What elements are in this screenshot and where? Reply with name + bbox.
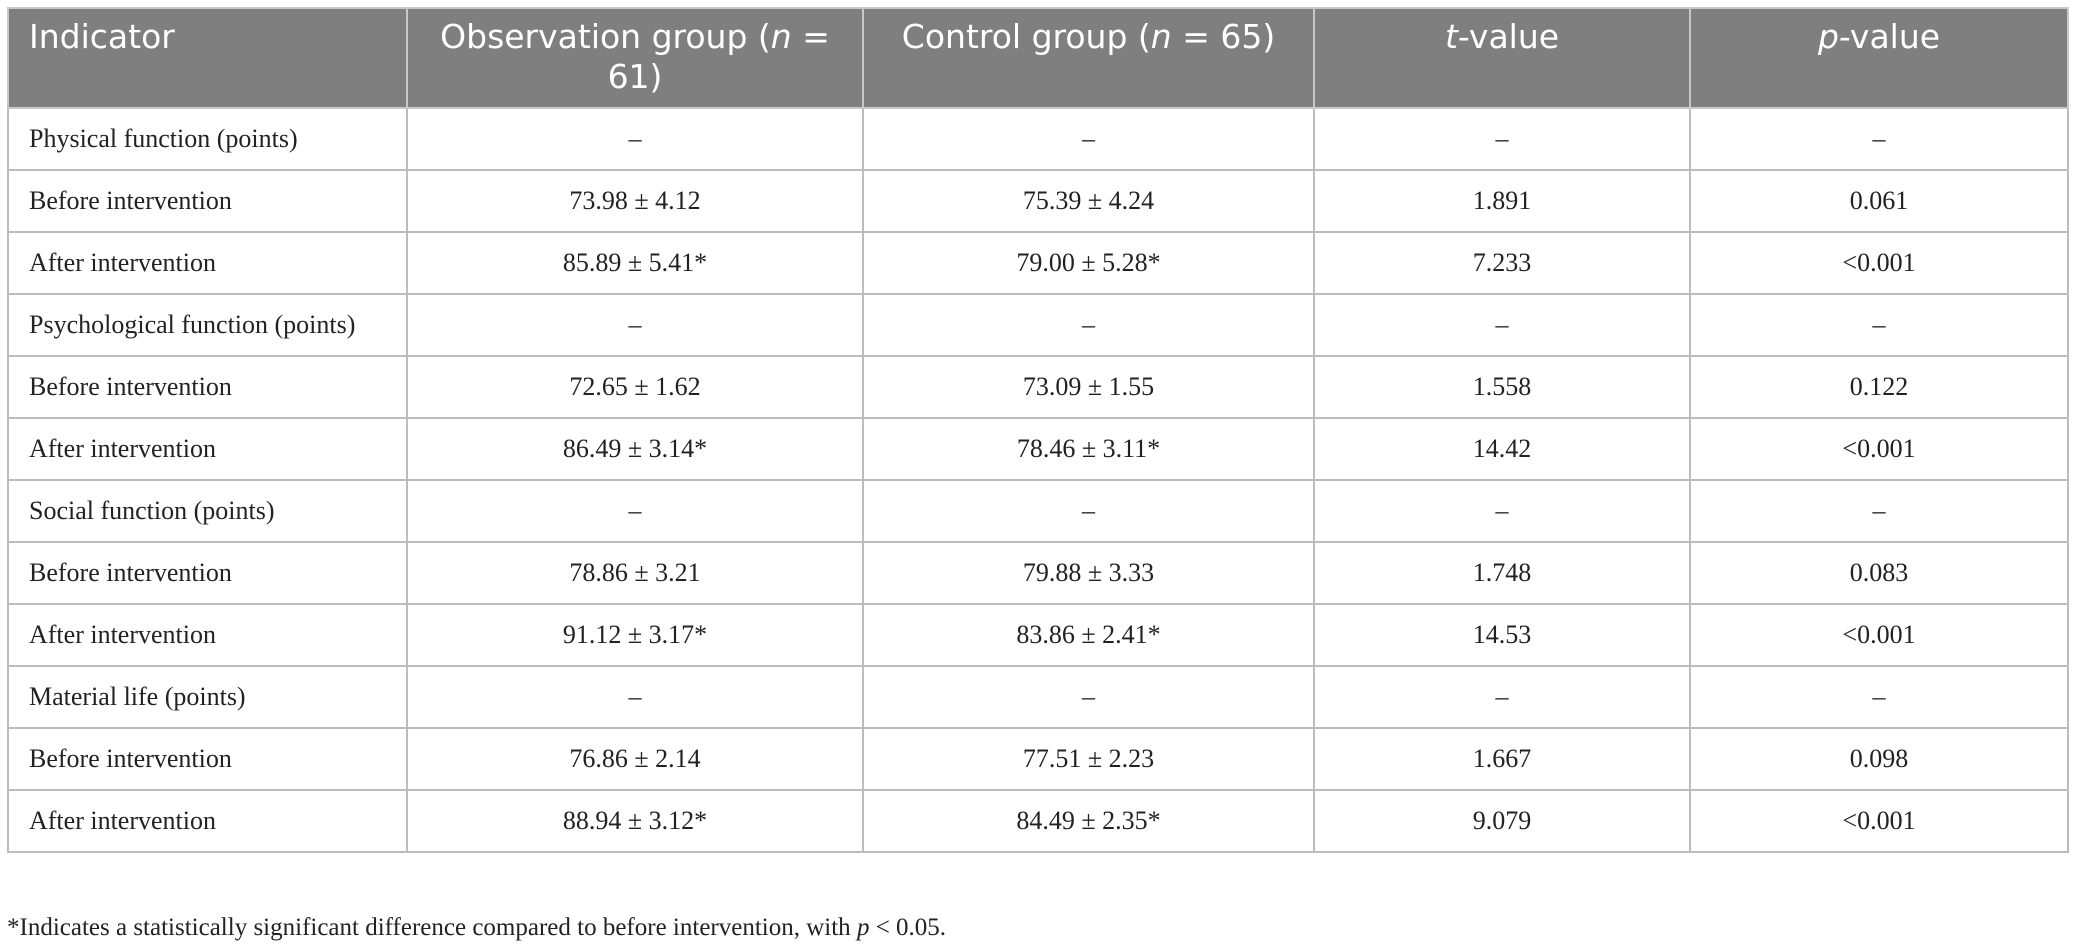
table-row: Before intervention 73.98 ± 4.12 75.39 ± 4…: [7, 169, 2069, 233]
table-cell: 78.46 ± 3.11*: [862, 417, 1315, 481]
table-cell: Material life (points): [7, 665, 408, 729]
table-row: Physical function (points) – – – –: [7, 107, 2069, 171]
text: *Indicates a statistically significant d…: [7, 914, 857, 941]
italic-text: n: [1150, 17, 1172, 56]
table-cell: 1.748: [1313, 541, 1691, 605]
header-cell: Indicator: [7, 7, 408, 109]
text: < 0.05.: [869, 914, 947, 941]
table-cell: –: [1689, 479, 2069, 543]
table-cell: –: [1313, 107, 1691, 171]
italic-text: n: [770, 17, 792, 56]
table-cell: –: [1313, 665, 1691, 729]
table-row: Before intervention 72.65 ± 1.62 73.09 ± 1…: [7, 355, 2069, 419]
table-cell: 1.667: [1313, 727, 1691, 791]
table-cell: <0.001: [1689, 417, 2069, 481]
table-row: Material life (points) – – – –: [7, 665, 2069, 729]
table-cell: 72.65 ± 1.62: [406, 355, 864, 419]
table-cell: 77.51 ± 2.23: [862, 727, 1315, 791]
table-cell: 84.49 ± 2.35*: [862, 789, 1315, 853]
data-table: Indicator Observation group (n = 61) Contr…: [7, 7, 2069, 853]
text: Observation group (: [440, 17, 771, 56]
table-cell: Before intervention: [7, 355, 408, 419]
table-row: After intervention 88.94 ± 3.12* 84.49 ± 2…: [7, 789, 2069, 853]
table-cell: –: [862, 293, 1315, 357]
table-cell: 79.00 ± 5.28*: [862, 231, 1315, 295]
table-cell: <0.001: [1689, 231, 2069, 295]
table-row: After intervention 91.12 ± 3.17* 83.86 ± 2…: [7, 603, 2069, 667]
table-cell: Before intervention: [7, 169, 408, 233]
table-cell: 86.49 ± 3.14*: [406, 417, 864, 481]
table-cell: –: [406, 479, 864, 543]
table-cell: 1.891: [1313, 169, 1691, 233]
table-cell: 14.53: [1313, 603, 1691, 667]
table-row: Before intervention 76.86 ± 2.14 77.51 ± 2…: [7, 727, 2069, 791]
header-cell: t-value: [1313, 7, 1691, 109]
text: = 61): [607, 17, 830, 96]
italic-text: p: [856, 914, 870, 941]
table-cell: –: [862, 107, 1315, 171]
header-cell: p-value: [1689, 7, 2069, 109]
table-cell: –: [406, 293, 864, 357]
table-cell: 0.122: [1689, 355, 2069, 419]
text: -value: [1457, 17, 1560, 56]
table-cell: Before intervention: [7, 541, 408, 605]
header-cell: Control group (n = 65): [862, 7, 1315, 109]
italic-text: t: [1444, 17, 1458, 56]
table-body: Physical function (points) – – – – Before int…: [7, 107, 2069, 853]
table-row: After intervention 85.89 ± 5.41* 79.00 ± 5…: [7, 231, 2069, 295]
table-cell: 0.098: [1689, 727, 2069, 791]
table-cell: –: [1313, 293, 1691, 357]
table-cell: 73.98 ± 4.12: [406, 169, 864, 233]
table-cell: After intervention: [7, 789, 408, 853]
text: -value: [1838, 17, 1941, 56]
table-cell: Psychological function (points): [7, 293, 408, 357]
table-cell: Social function (points): [7, 479, 408, 543]
table-cell: 83.86 ± 2.41*: [862, 603, 1315, 667]
table-cell: –: [862, 665, 1315, 729]
table-row: Psychological function (points) – – – –: [7, 293, 2069, 357]
table-cell: After intervention: [7, 417, 408, 481]
table-cell: 76.86 ± 2.14: [406, 727, 864, 791]
table-cell: –: [862, 479, 1315, 543]
text: = 65): [1171, 17, 1276, 56]
table-cell: 85.89 ± 5.41*: [406, 231, 864, 295]
table-cell: 7.233: [1313, 231, 1691, 295]
table-cell: 14.42: [1313, 417, 1691, 481]
table-cell: –: [1689, 293, 2069, 357]
table-cell: –: [1313, 479, 1691, 543]
table-cell: After intervention: [7, 603, 408, 667]
table-cell: 9.079: [1313, 789, 1691, 853]
table-cell: –: [1689, 107, 2069, 171]
table-cell: 75.39 ± 4.24: [862, 169, 1315, 233]
table-cell: –: [1689, 665, 2069, 729]
table-cell: 0.061: [1689, 169, 2069, 233]
table-cell: Before intervention: [7, 727, 408, 791]
table-row: After intervention 86.49 ± 3.14* 78.46 ± 3…: [7, 417, 2069, 481]
table-cell: 0.083: [1689, 541, 2069, 605]
text: Control group (: [901, 17, 1151, 56]
footnote: *Indicates a statistically significant d…: [7, 914, 946, 942]
italic-text: p: [1817, 17, 1839, 56]
table-cell: 91.12 ± 3.17*: [406, 603, 864, 667]
table-cell: <0.001: [1689, 603, 2069, 667]
table-row: Social function (points) – – – –: [7, 479, 2069, 543]
text: Indicator: [29, 17, 175, 56]
table-cell: 79.88 ± 3.33: [862, 541, 1315, 605]
header-row: Indicator Observation group (n = 61) Contr…: [7, 7, 2069, 109]
table-cell: –: [406, 665, 864, 729]
table-cell: 73.09 ± 1.55: [862, 355, 1315, 419]
table-cell: 1.558: [1313, 355, 1691, 419]
table-cell: Physical function (points): [7, 107, 408, 171]
table-cell: After intervention: [7, 231, 408, 295]
table-cell: 78.86 ± 3.21: [406, 541, 864, 605]
table-cell: –: [406, 107, 864, 171]
table-cell: <0.001: [1689, 789, 2069, 853]
table-row: Before intervention 78.86 ± 3.21 79.88 ± 3…: [7, 541, 2069, 605]
table-cell: 88.94 ± 3.12*: [406, 789, 864, 853]
header-cell: Observation group (n = 61): [406, 7, 864, 109]
